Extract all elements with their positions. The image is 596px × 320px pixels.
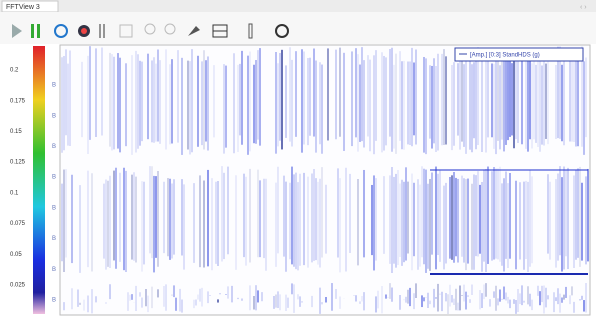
tab-bar (0, 0, 596, 12)
y-label: 0.075 (10, 221, 26, 227)
row-marker: B (52, 205, 56, 211)
row-marker: B (52, 144, 56, 150)
legend-text: [Amp.] [0:3] StandHDS (g) (470, 53, 540, 59)
row-marker: B (52, 297, 56, 303)
y-label: 0.125 (10, 160, 26, 166)
y-label: 0.175 (10, 98, 26, 104)
fft-window: FFTView 3 ‹ › [Amp.] [0:3] StandHDS (g) … (0, 0, 596, 320)
y-label: 0.1 (10, 190, 19, 196)
y-label: 0.05 (10, 252, 22, 258)
color-scale (33, 46, 45, 314)
y-label: 0.2 (10, 68, 19, 74)
tab-scroll[interactable]: ‹ › (580, 4, 587, 11)
window-svg: FFTView 3 ‹ › [Amp.] [0:3] StandHDS (g) … (0, 0, 596, 320)
row-marker: B (52, 267, 56, 273)
row-marker: B (52, 83, 56, 89)
tab-title: FFTView 3 (6, 4, 40, 11)
row-marker: B (52, 236, 56, 242)
pause-button[interactable] (31, 24, 34, 38)
row-marker: B (52, 113, 56, 119)
row-marker: B (52, 175, 56, 181)
color-button-dot (81, 28, 87, 34)
y-label: 0.025 (10, 282, 26, 288)
toolbar (0, 12, 596, 44)
pause-button-bar (37, 24, 40, 38)
y-label: 0.15 (10, 129, 22, 135)
